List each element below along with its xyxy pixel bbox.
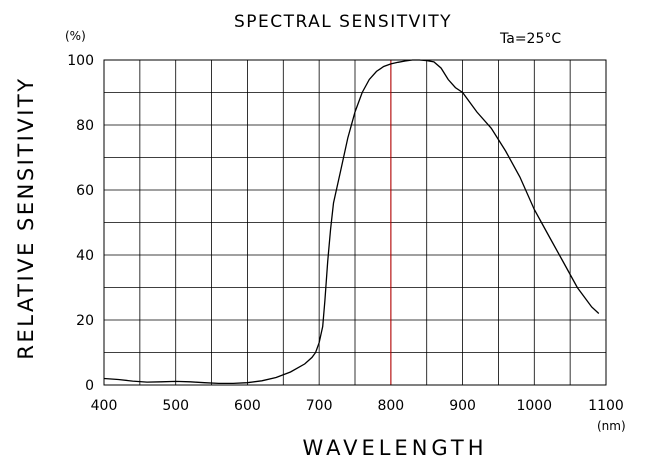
y-tick-label: 0 — [85, 378, 94, 394]
y-axis-label: RELATIVE SENSITIVITY — [14, 76, 38, 359]
plot-frame — [103, 59, 607, 386]
x-axis-label: WAVELENGTH — [302, 436, 487, 460]
x-unit-label: (nm) — [597, 419, 626, 433]
y-unit-label: (%) — [65, 29, 86, 43]
x-tick-label: 600 — [234, 398, 261, 414]
y-tick-label: 20 — [76, 313, 94, 329]
temperature-condition: Ta=25°C — [499, 31, 561, 47]
chart-title: SPECTRAL SENSITVITY — [234, 12, 452, 32]
x-tick-labels: 400 500 600 700 800 900 1000 1100 — [91, 398, 624, 414]
y-tick-label: 40 — [76, 248, 94, 264]
sensitivity-curve — [103, 59, 600, 385]
y-tick-labels: 0 20 40 60 80 100 — [67, 53, 94, 394]
y-tick-label: 80 — [76, 118, 94, 134]
x-tick-label: 400 — [91, 398, 118, 414]
x-tick-label: 900 — [449, 398, 476, 414]
grid-lines — [104, 60, 606, 385]
x-tick-label: 1100 — [588, 398, 624, 414]
x-tick-label: 500 — [162, 398, 189, 414]
x-tick-label: 700 — [306, 398, 333, 414]
y-tick-label: 60 — [76, 183, 94, 199]
y-tick-label: 100 — [67, 53, 94, 69]
x-tick-label: 800 — [377, 398, 404, 414]
x-tick-label: 1000 — [516, 398, 552, 414]
